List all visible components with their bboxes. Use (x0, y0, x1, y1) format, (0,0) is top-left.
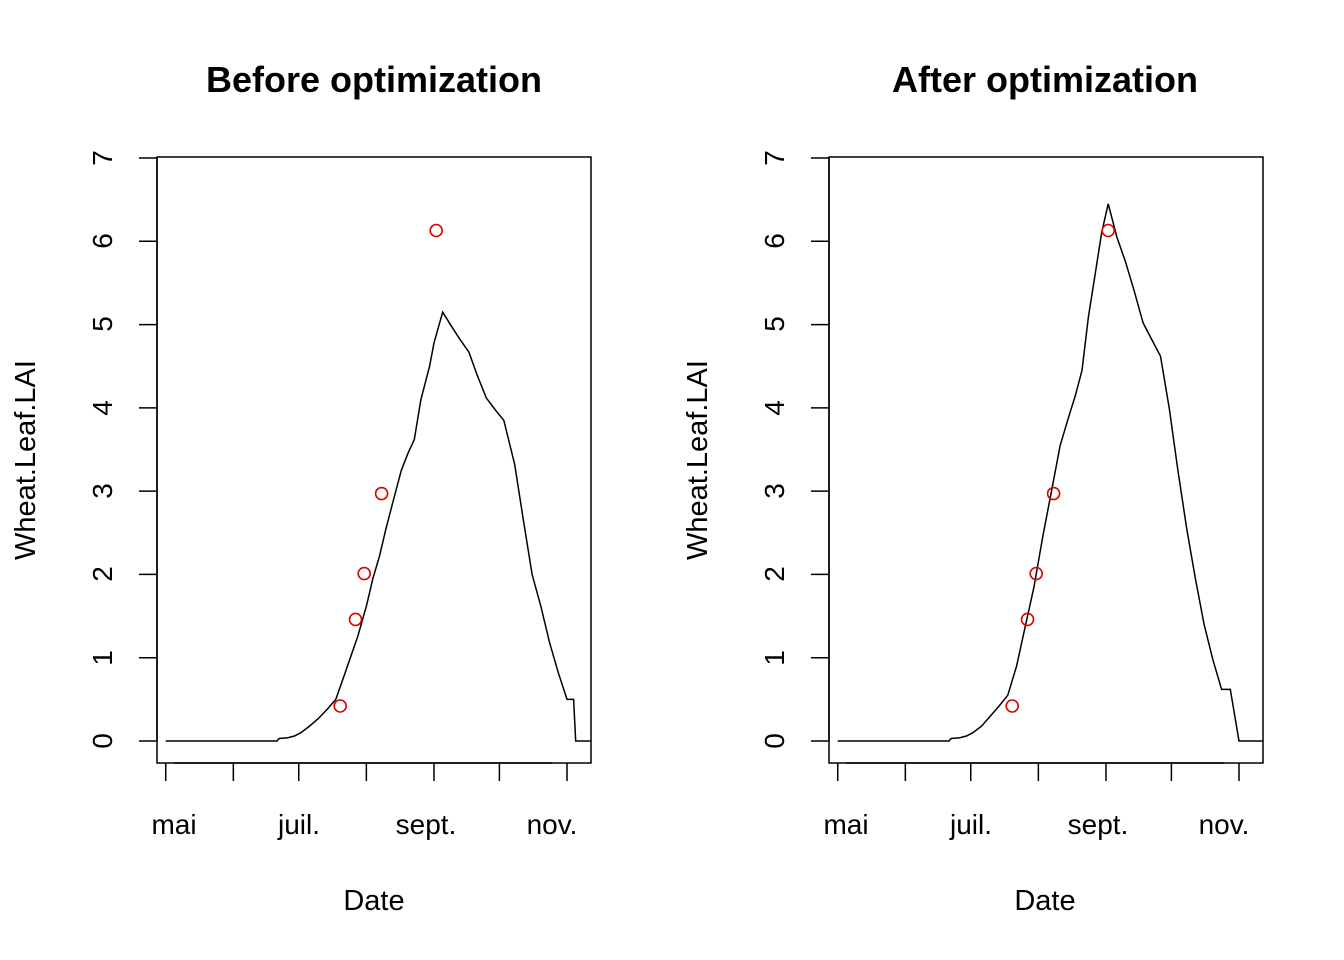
y-axis-label: Wheat.Leaf.LAI (682, 360, 714, 560)
y-tick-label: 4 (759, 400, 790, 416)
y-tick-labels: 0 1 2 3 4 5 6 7 (87, 150, 118, 749)
y-axis: 0 1 2 3 4 5 6 7 (87, 150, 158, 749)
y-tick-marks (139, 157, 157, 742)
x-tick-labels: mai juil. sept. nov. (823, 809, 1249, 840)
y-tick-label: 0 (759, 733, 790, 749)
y-tick-label: 4 (87, 400, 118, 416)
x-tick-labels: mai juil. sept. nov. (151, 809, 577, 840)
x-tick-label: mai (151, 809, 196, 840)
observed-point (333, 699, 348, 713)
simulated-lai-line (837, 203, 1263, 742)
observed-point (1101, 223, 1115, 238)
x-tick-label: sept. (1068, 809, 1129, 840)
y-tick-label: 5 (87, 316, 118, 332)
y-tick-label: 6 (87, 233, 118, 249)
x-tick-marks (164, 763, 568, 781)
y-tick-label: 3 (87, 483, 118, 499)
x-tick-label: nov. (527, 809, 578, 840)
y-tick-labels: 0 1 2 3 4 5 6 7 (759, 150, 790, 749)
y-axis: 0 1 2 3 4 5 6 7 (759, 150, 830, 749)
x-tick-label: juil. (949, 809, 992, 840)
chart-panel-after: After optimization 0 1 2 3 4 5 6 7 mai j… (682, 59, 1264, 917)
y-tick-label: 1 (759, 650, 790, 666)
y-tick-label: 7 (87, 150, 118, 166)
observed-point (1046, 486, 1061, 501)
simulated-lai-line (165, 310, 591, 742)
series-layer (165, 223, 591, 742)
observed-point (1005, 699, 1020, 713)
x-tick-label: sept. (396, 809, 457, 840)
y-tick-label: 6 (759, 233, 790, 249)
y-tick-label: 0 (87, 733, 118, 749)
chart-title: After optimization (892, 59, 1198, 100)
observed-point (374, 486, 389, 501)
series-layer (837, 203, 1263, 742)
y-tick-label: 1 (87, 650, 118, 666)
observed-point (429, 223, 444, 238)
x-tick-label: nov. (1199, 809, 1250, 840)
x-axis: mai juil. sept. nov. (823, 762, 1249, 840)
observed-point (1020, 612, 1035, 627)
x-axis-label: Date (1014, 885, 1075, 917)
y-tick-label: 2 (87, 566, 118, 582)
y-tick-label: 5 (759, 316, 790, 332)
observed-point (357, 566, 372, 581)
y-tick-label: 2 (759, 566, 790, 582)
x-tick-label: juil. (277, 809, 320, 840)
x-axis: mai juil. sept. nov. (151, 762, 577, 840)
y-tick-marks (811, 157, 829, 742)
x-axis-label: Date (343, 885, 404, 917)
x-tick-marks (836, 763, 1240, 781)
y-tick-label: 7 (759, 150, 790, 166)
chart-title: Before optimization (206, 59, 542, 100)
chart-panel-before: Before optimization 0 1 2 3 4 5 6 7 mai … (10, 59, 592, 917)
y-tick-label: 3 (759, 483, 790, 499)
x-tick-label: mai (823, 809, 868, 840)
y-axis-label: Wheat.Leaf.LAI (10, 360, 42, 560)
observed-point (1029, 566, 1043, 581)
observed-point (348, 612, 363, 627)
